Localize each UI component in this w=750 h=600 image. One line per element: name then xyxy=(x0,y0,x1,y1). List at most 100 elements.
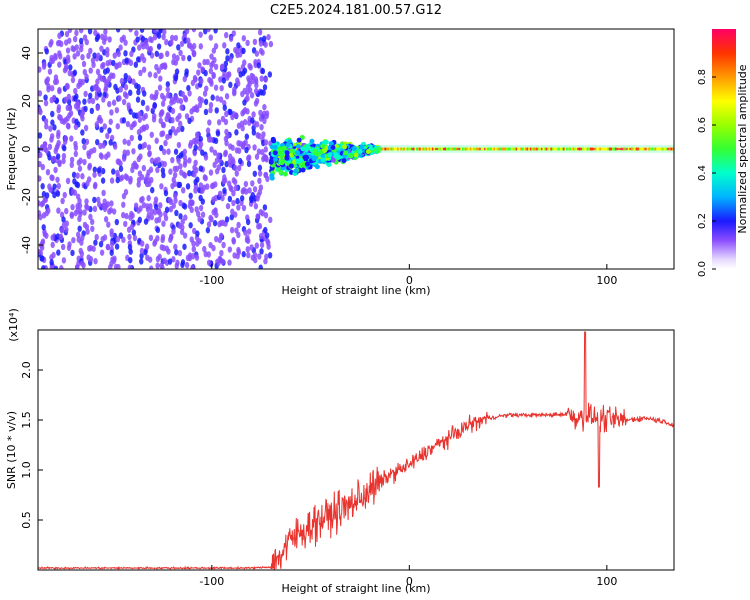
heatmap-cell xyxy=(107,100,112,108)
heatmap-cell xyxy=(164,38,169,46)
heatmap-cell xyxy=(214,235,219,243)
heatmap-cell xyxy=(185,254,191,262)
heatmap-cell xyxy=(252,38,258,46)
heatmap-cell xyxy=(159,262,164,269)
heatmap-cell xyxy=(416,147,419,151)
heatmap-cell xyxy=(570,147,574,151)
heatmap-cell xyxy=(241,186,247,194)
heatmap-cell xyxy=(581,147,585,151)
heatmap-cell xyxy=(662,147,665,151)
heatmap-cell xyxy=(263,139,269,146)
heatmap-cell xyxy=(121,98,127,106)
heatmap-cell xyxy=(61,157,66,165)
heatmap-cell xyxy=(58,233,64,241)
heatmap-cell xyxy=(75,207,80,214)
heatmap-cell xyxy=(295,158,301,164)
heatmap-cell xyxy=(162,160,167,168)
heatmap-cell xyxy=(138,69,143,77)
heatmap-cell xyxy=(480,147,484,151)
heatmap-cell xyxy=(121,117,127,124)
heatmap-cell xyxy=(208,67,214,75)
heatmap-cell xyxy=(44,48,49,55)
heatmap-cell xyxy=(209,53,214,60)
heatmap-cell xyxy=(54,144,59,152)
heatmap-cell xyxy=(214,107,219,114)
heatmap-cell xyxy=(174,249,179,256)
heatmap-cell xyxy=(514,147,517,151)
heatmap-cell xyxy=(56,207,61,214)
heatmap-cell xyxy=(512,147,515,151)
heatmap-cell xyxy=(185,183,191,190)
heatmap-cell xyxy=(228,109,233,116)
heatmap-cell xyxy=(71,236,76,244)
heatmap-cell xyxy=(523,147,526,151)
heatmap-cell xyxy=(638,147,642,151)
heatmap-cell xyxy=(95,78,100,85)
heatmap-cell xyxy=(540,148,544,150)
heatmap-cell xyxy=(230,208,235,215)
heatmap-cell xyxy=(408,147,411,151)
heatmap-cell xyxy=(153,93,159,100)
heatmap-cell xyxy=(92,171,97,178)
heatmap-cell xyxy=(139,29,145,33)
heatmap-cell xyxy=(101,61,106,69)
heatmap-cell xyxy=(105,132,110,140)
heatmap-cell xyxy=(66,57,71,64)
heatmap-cell xyxy=(152,209,158,216)
heatmap-cell xyxy=(82,221,88,229)
heatmap-cell xyxy=(458,148,462,150)
heatmap-cell xyxy=(490,147,493,151)
heatmap-cell xyxy=(77,215,82,223)
heatmap-cell xyxy=(75,181,81,189)
heatmap-cell xyxy=(667,148,670,150)
heatmap-cell xyxy=(78,37,84,45)
heatmap-cell xyxy=(58,114,63,122)
heatmap-cell xyxy=(109,228,114,235)
heatmap-cell xyxy=(389,147,392,151)
heatmap-cell xyxy=(501,147,504,151)
x-tick-label: -100 xyxy=(199,575,224,588)
heatmap-cell xyxy=(182,148,188,156)
heatmap-cell xyxy=(215,130,221,137)
heatmap-cell xyxy=(591,147,594,151)
heatmap-cell xyxy=(213,29,218,34)
heatmap-cell xyxy=(225,74,230,81)
heatmap-cell xyxy=(256,62,262,69)
heatmap-cell xyxy=(49,259,54,266)
heatmap-cell xyxy=(72,35,78,43)
heatmap-cell xyxy=(138,205,143,212)
heatmap-cell xyxy=(258,109,263,117)
heatmap-cell xyxy=(111,168,116,175)
heatmap-cell xyxy=(656,147,659,151)
heatmap-cell xyxy=(99,249,105,256)
heatmap-cell xyxy=(289,148,295,154)
heatmap-cell xyxy=(138,153,143,160)
heatmap-cell xyxy=(615,147,618,151)
snr-panel: -100 0 100 0.5 1.0 1.5 2.0 Height of straight… xyxy=(5,308,675,595)
heatmap-cell xyxy=(213,207,218,215)
heatmap-cell xyxy=(200,211,206,218)
heatmap-cell xyxy=(173,34,179,42)
heatmap-cell xyxy=(627,147,630,151)
heatmap-cell xyxy=(160,100,166,107)
heatmap-cell xyxy=(84,138,90,145)
heatmap-cell xyxy=(651,147,654,151)
heatmap-cell xyxy=(45,168,51,176)
heatmap-cell xyxy=(268,158,274,164)
heatmap-cell xyxy=(234,48,240,55)
heatmap-cell xyxy=(469,147,472,151)
heatmap-cell xyxy=(223,118,229,126)
heatmap-cell xyxy=(398,147,401,151)
heatmap-cell xyxy=(267,71,273,78)
heatmap-cell xyxy=(178,152,183,159)
heatmap-cell xyxy=(206,29,211,33)
heatmap-cell xyxy=(166,148,171,155)
heatmap-cell xyxy=(137,143,143,150)
heatmap-cell xyxy=(155,262,160,269)
heatmap-cell xyxy=(474,147,477,151)
heatmap-cell xyxy=(220,194,225,202)
heatmap-cell xyxy=(257,222,263,230)
heatmap-cell xyxy=(304,154,310,160)
heatmap-cell xyxy=(243,180,249,188)
heatmap-cell xyxy=(177,112,182,120)
